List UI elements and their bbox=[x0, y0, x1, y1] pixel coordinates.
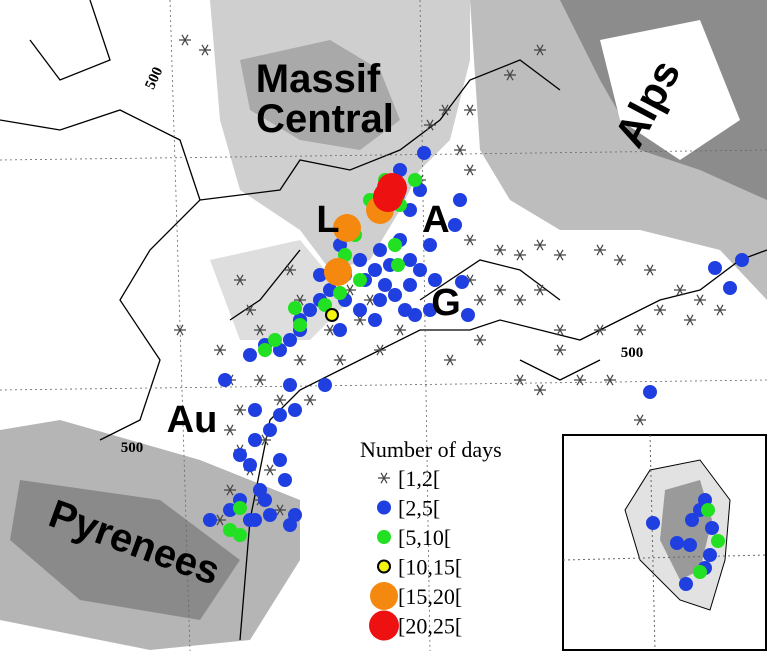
legend-label: [20,25[ bbox=[398, 614, 462, 639]
station bbox=[413, 263, 427, 277]
station bbox=[258, 343, 272, 357]
station bbox=[273, 453, 287, 467]
station bbox=[377, 501, 391, 515]
map: Massif Central Alps L A G Au Pyrenees 50… bbox=[0, 0, 767, 651]
station bbox=[233, 528, 247, 542]
station bbox=[258, 493, 272, 507]
legend-label: [15,20[ bbox=[398, 584, 462, 609]
station bbox=[735, 253, 749, 267]
station bbox=[388, 288, 402, 302]
legend-label: [2,5[ bbox=[398, 496, 440, 521]
station bbox=[378, 561, 390, 573]
station bbox=[683, 538, 697, 552]
contour-label: 500 bbox=[121, 440, 144, 456]
station bbox=[391, 258, 405, 272]
region-label: Massif bbox=[256, 57, 381, 101]
region-label: G bbox=[431, 282, 461, 324]
station bbox=[369, 611, 399, 641]
station bbox=[368, 313, 382, 327]
station bbox=[288, 403, 302, 417]
station bbox=[388, 238, 402, 252]
station bbox=[303, 303, 317, 317]
station bbox=[448, 218, 462, 232]
station bbox=[353, 273, 367, 287]
station bbox=[283, 378, 297, 392]
region-label: A bbox=[422, 199, 449, 241]
station bbox=[273, 408, 287, 422]
station bbox=[685, 513, 699, 527]
station bbox=[373, 182, 403, 212]
station bbox=[453, 193, 467, 207]
station bbox=[283, 518, 297, 532]
station bbox=[203, 513, 217, 527]
station bbox=[705, 521, 719, 535]
station bbox=[378, 278, 392, 292]
station bbox=[417, 146, 431, 160]
station bbox=[263, 508, 277, 522]
legend-item: [15,20[ bbox=[370, 582, 462, 610]
station bbox=[703, 548, 717, 562]
station bbox=[333, 323, 347, 337]
station bbox=[243, 348, 257, 362]
station bbox=[408, 173, 422, 187]
region-label: Central bbox=[256, 97, 394, 141]
station bbox=[218, 373, 232, 387]
station bbox=[679, 577, 693, 591]
station bbox=[263, 423, 277, 437]
inset bbox=[563, 435, 766, 650]
region-label: Au bbox=[167, 399, 218, 441]
station bbox=[708, 261, 722, 275]
station bbox=[268, 333, 282, 347]
legend-item: [20,25[ bbox=[369, 611, 462, 641]
legend-title: Number of days bbox=[360, 437, 502, 462]
station bbox=[293, 318, 307, 332]
legend-label: [5,10[ bbox=[398, 525, 451, 550]
station bbox=[248, 433, 262, 447]
station bbox=[643, 385, 657, 399]
station bbox=[233, 448, 247, 462]
station bbox=[233, 501, 247, 515]
station bbox=[368, 263, 382, 277]
station bbox=[403, 253, 417, 267]
station bbox=[670, 536, 684, 550]
station bbox=[646, 516, 660, 530]
station bbox=[403, 278, 417, 292]
station bbox=[461, 308, 475, 322]
region-label: L bbox=[316, 199, 339, 241]
station bbox=[283, 333, 297, 347]
station bbox=[373, 293, 387, 307]
station bbox=[288, 301, 302, 315]
station bbox=[248, 403, 262, 417]
station bbox=[278, 473, 292, 487]
station bbox=[711, 534, 725, 548]
station bbox=[248, 513, 262, 527]
station bbox=[243, 458, 257, 472]
contour-label: 500 bbox=[621, 345, 644, 361]
station bbox=[324, 258, 352, 286]
station bbox=[318, 378, 332, 392]
legend-label: [1,2[ bbox=[398, 466, 440, 491]
station bbox=[353, 303, 367, 317]
station bbox=[723, 281, 737, 295]
station bbox=[373, 243, 387, 257]
station bbox=[701, 503, 715, 517]
station bbox=[326, 309, 338, 321]
station bbox=[333, 286, 347, 300]
station bbox=[353, 253, 367, 267]
station bbox=[693, 565, 707, 579]
legend-label: [10,15[ bbox=[398, 555, 462, 580]
station bbox=[408, 308, 422, 322]
station bbox=[377, 530, 391, 544]
station bbox=[370, 582, 398, 610]
